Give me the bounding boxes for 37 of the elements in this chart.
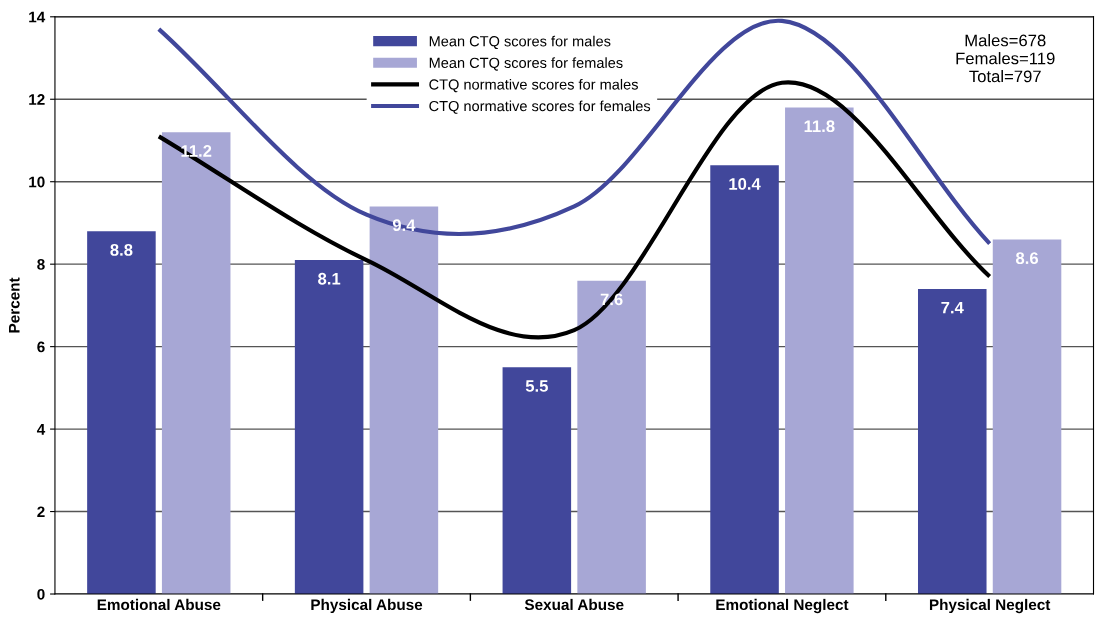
x-tick-label: Physical Abuse xyxy=(311,598,423,614)
bar xyxy=(294,260,364,595)
legend-label: CTQ normative scores for males xyxy=(429,78,638,93)
y-tick-label: 10 xyxy=(29,176,45,188)
legend-label: Mean CTQ scores for females xyxy=(429,57,623,71)
y-tick-label: 0 xyxy=(37,588,45,600)
data-label: 8.8 xyxy=(110,244,133,256)
bar xyxy=(161,132,231,595)
data-label: 11.8 xyxy=(804,120,835,133)
bar xyxy=(710,165,779,595)
bar xyxy=(502,367,572,595)
data-label: 9.4 xyxy=(392,219,416,232)
bar xyxy=(917,288,987,595)
data-label: 10.4 xyxy=(729,178,761,190)
bar xyxy=(992,239,1062,595)
data-label: 5.5 xyxy=(525,380,548,392)
x-tick-label: Sexual Abuse xyxy=(524,598,624,611)
y-axis-title: Percent xyxy=(9,277,20,333)
x-tick-label: Emotional Neglect xyxy=(716,598,849,614)
annotation: Males=678 Females=119 Total=797 xyxy=(956,34,1055,83)
x-tick-label: Physical Neglect xyxy=(929,598,1051,614)
y-tick-label: 2 xyxy=(37,506,45,518)
legend-label: Mean CTQ scores for males xyxy=(429,35,611,50)
y-tick-label: 4 xyxy=(36,424,46,435)
bar xyxy=(785,107,854,595)
bar xyxy=(369,206,439,595)
bar xyxy=(87,231,156,595)
data-label: 7.4 xyxy=(941,301,964,314)
x-tick-label: Emotional Abuse xyxy=(97,598,221,611)
y-tick-label: 8 xyxy=(37,259,45,270)
y-tick-label: 6 xyxy=(37,341,45,353)
bar xyxy=(577,280,646,595)
legend-label: CTQ normative scores for females xyxy=(429,100,651,114)
y-tick-label: 12 xyxy=(29,94,45,105)
y-tick-label: 14 xyxy=(29,11,46,23)
data-label: 8.1 xyxy=(318,272,341,285)
data-label: 8.6 xyxy=(1015,252,1039,265)
